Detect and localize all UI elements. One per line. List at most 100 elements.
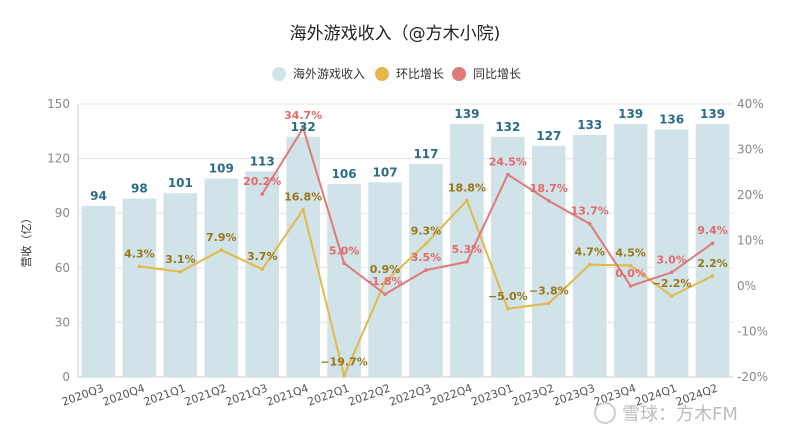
qoq-value-label: 4.3% (124, 247, 155, 260)
bar (613, 124, 648, 378)
bar-value-label: 132 (495, 120, 520, 134)
yoy-point (546, 199, 551, 203)
yoy-point (260, 192, 265, 196)
bar-value-label: 133 (577, 118, 602, 132)
qoq-point (219, 248, 224, 252)
bar-value-label: 139 (618, 107, 643, 121)
qoq-value-label: 4.7% (574, 246, 605, 259)
qoq-point (465, 198, 469, 203)
qoq-point (424, 241, 428, 246)
y2-tick-label: 20% (737, 188, 764, 202)
qoq-value-label: 0.9% (370, 263, 401, 276)
watermark-text: 雪球：方木FM (622, 404, 738, 425)
bar (491, 136, 525, 377)
bar-value-label: 117 (413, 147, 438, 161)
x-tick-label: 2023Q3 (551, 382, 596, 409)
qoq-value-label: −5.0% (488, 290, 528, 303)
qoq-value-label: 4.5% (615, 247, 646, 260)
qoq-value-label: −3.8% (529, 284, 569, 297)
qoq-point (260, 267, 265, 271)
bar-value-label: 113 (250, 154, 275, 168)
bar (204, 178, 239, 377)
yoy-point (587, 221, 592, 226)
x-tick-label: 2022Q3 (388, 382, 433, 409)
qoq-point (628, 263, 633, 268)
qoq-value-label: 18.8% (448, 181, 486, 194)
yoy-value-label: 34.7% (284, 109, 322, 122)
yoy-value-label: 20.2% (243, 175, 281, 188)
bar-value-label: 98 (131, 182, 148, 196)
qoq-value-label: 9.3% (411, 225, 442, 238)
bar (163, 193, 198, 377)
bar (327, 184, 361, 377)
qoq-value-label: 3.1% (165, 253, 196, 266)
x-tick-label: 2020Q3 (60, 382, 105, 409)
bar-value-label: 107 (373, 165, 398, 179)
yoy-point (506, 172, 510, 177)
y2-tick-label: 40% (737, 97, 764, 111)
bar (245, 171, 280, 377)
yoy-value-label: 5.0% (329, 244, 360, 257)
yoy-value-label: 18.7% (530, 182, 568, 195)
qoq-point (669, 294, 674, 298)
bar-series (81, 124, 730, 378)
yoy-value-label: 3.5% (411, 251, 442, 264)
yoy-point (669, 270, 674, 275)
yoy-value-label: 24.5% (489, 156, 527, 169)
bar (122, 198, 157, 377)
yoy-value-label: 3.0% (656, 253, 687, 266)
y-tick-label: 60 (55, 261, 70, 275)
legend-swatch-qoq (375, 67, 389, 81)
y-axis-ticks: 0 30 60 90 120 150 (47, 97, 70, 384)
qoq-point (710, 274, 715, 278)
qoq-value-label: −19.7% (320, 356, 367, 369)
x-tick-label: 2021Q4 (265, 382, 310, 409)
yoy-value-label: -1.8% (367, 275, 402, 288)
qoq-point (301, 207, 305, 212)
y-tick-label: 0 (62, 370, 70, 384)
yoy-point (424, 268, 428, 272)
watermark: 雪球：方木FM (594, 402, 738, 425)
yoy-point (301, 126, 305, 130)
legend-label-yoy: 同比增长 (473, 67, 521, 81)
qoq-point (587, 262, 592, 267)
yoy-point (383, 292, 387, 296)
qoq-value-label: 2.2% (697, 257, 728, 270)
bar (531, 145, 566, 377)
legend-swatch-revenue (272, 67, 286, 81)
bar (368, 182, 402, 377)
yoy-point (465, 260, 469, 264)
x-tick-label: 2021Q3 (224, 382, 269, 409)
x-tick-label: 2022Q1 (306, 382, 351, 409)
y-tick-label: 90 (55, 206, 70, 220)
y-axis-title: 营收（亿） (19, 213, 33, 268)
yoy-point (710, 241, 715, 246)
yoy-value-label: 5.3% (452, 243, 483, 256)
bar-value-label: 101 (168, 176, 193, 190)
x-tick-label: 2020Q4 (101, 382, 146, 409)
x-tick-label: 2021Q1 (142, 382, 187, 409)
y-tick-label: 30 (55, 315, 70, 329)
qoq-value-label: −2.2% (652, 277, 692, 290)
x-tick-label: 2023Q1 (469, 382, 514, 409)
bar-value-label: 136 (659, 112, 684, 126)
yoy-value-label: 13.7% (571, 205, 609, 218)
bar-value-label: 94 (90, 189, 107, 203)
bar (450, 124, 484, 378)
legend: 海外游戏收入 环比增长 同比增长 (272, 66, 521, 81)
y2-tick-label: 0% (737, 279, 756, 293)
chart-title: 海外游戏收入（@方木小院) (290, 24, 501, 44)
bar (572, 134, 607, 377)
y2-tick-label: -10% (737, 325, 768, 339)
bar-value-label: 139 (454, 107, 479, 121)
x-tick-label: 2022Q4 (428, 382, 473, 409)
yoy-point (342, 261, 346, 266)
qoq-point (383, 280, 387, 284)
bar-value-label: 132 (291, 120, 316, 134)
legend-swatch-yoy (452, 67, 466, 81)
yoy-value-label: 9.4% (697, 224, 728, 237)
data-labels: 94 98 101 109 113 132 106 107 117 139 132 127 133 139… (90, 107, 728, 369)
qoq-value-label: 3.7% (247, 250, 278, 263)
x-tick-label: 2023Q2 (510, 382, 555, 409)
